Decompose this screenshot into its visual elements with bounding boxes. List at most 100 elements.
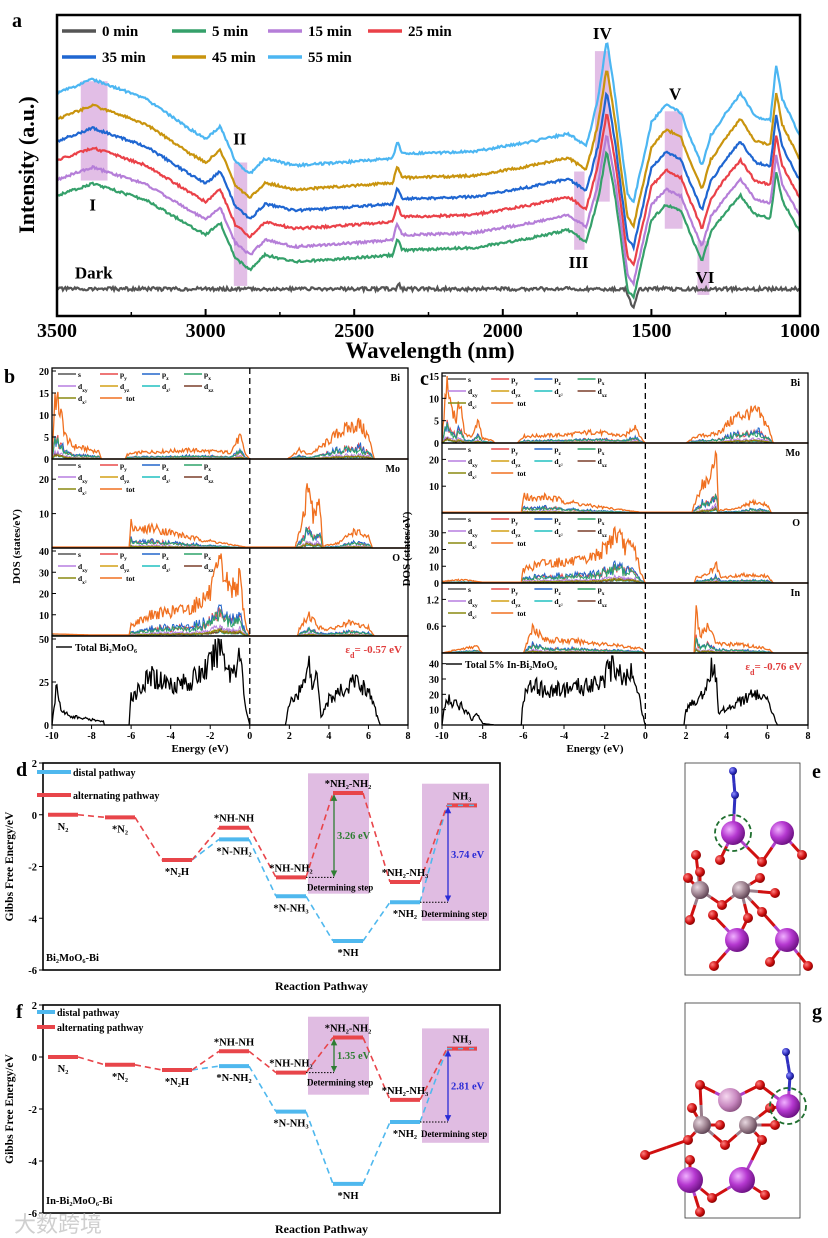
legend-label: px [598, 375, 605, 387]
distal-intermediate-label: *NH₂ [393, 909, 417, 920]
atom-bi [725, 928, 749, 952]
legend-item: dxy [58, 382, 88, 394]
x-tick-label: 6 [366, 731, 371, 742]
legend-label: py [511, 375, 518, 387]
x-axis-label: Reaction Pathway [275, 979, 368, 993]
legend-label-main: d [204, 562, 209, 571]
legend-label-main: p [120, 550, 124, 559]
legend-label-sub: x² [472, 405, 477, 411]
legend-label: tot [517, 609, 526, 618]
legend-item: px [577, 375, 605, 387]
y-tick-label: 0 [434, 721, 439, 732]
legend-label: dx² [78, 485, 87, 497]
x-tick-label: 2 [684, 731, 689, 742]
atom-o [683, 873, 693, 883]
legend-label-sub: z [166, 376, 169, 382]
alternating-intermediate-label: *NH₂-NH₂ [325, 779, 372, 790]
x-tick-label: -10 [45, 731, 58, 742]
legend-item: 25 min [368, 24, 452, 40]
legend-label-main: p [120, 370, 124, 379]
legend-label-main: tot [517, 469, 526, 478]
legend-item: pz [142, 461, 169, 473]
crystal-structure-e: e [683, 761, 821, 976]
distal-intermediate-label: *N-NH₃ [273, 1119, 308, 1130]
y-tick-label: 0 [434, 439, 439, 450]
legend-label: dyz [511, 387, 521, 399]
legend-label-sub: z [559, 521, 562, 527]
active-site-marker [769, 1087, 807, 1125]
distal-intermediate-label: *NH [338, 948, 359, 959]
legend-label-sub: yz [124, 388, 130, 394]
legend-label-main: d [468, 399, 473, 408]
legend-item: s [58, 550, 81, 559]
atom-o [797, 850, 807, 860]
y-tick-label: 0 [32, 811, 37, 822]
legend-label: dyz [511, 457, 521, 469]
alternating-intermediate-label: *NH-NH [214, 814, 254, 825]
legend-label-main: d [468, 597, 473, 606]
atom-o [685, 1155, 695, 1165]
y-axis-label: DOS (states/eV) [401, 511, 413, 586]
y-tick-label: 10 [429, 706, 439, 717]
legend-label: distal pathway [57, 1008, 120, 1019]
legend-label: pz [162, 461, 169, 473]
legend-item: dxz [577, 387, 607, 399]
distal-connector [419, 1048, 448, 1123]
legend-item: py [491, 375, 518, 387]
legend-label-sub: y [515, 591, 518, 597]
distal-intermediate-label: *NH [338, 1191, 359, 1202]
legend-label-sub: z² [559, 393, 563, 399]
legend-label: py [120, 461, 127, 473]
y-tick-label: 2 [32, 759, 37, 770]
x-tick-label: -8 [478, 731, 486, 742]
legend-label: distal pathway [73, 768, 136, 779]
legend-item: dxy [448, 527, 478, 539]
legend-item: 5 min [172, 24, 249, 40]
unit-cell-frame [684, 762, 801, 976]
y-tick-label: 15 [429, 372, 439, 383]
atom-o [765, 1103, 775, 1113]
alternating-intermediate-label: N₂ [58, 822, 69, 833]
x-tick-label: 0 [247, 731, 252, 742]
y-tick-label: -6 [28, 966, 37, 977]
alternating-intermediate-label: *NH₂-NH₃ [382, 868, 429, 879]
legend-item: dz² [534, 527, 563, 539]
legend-item: 15 min [268, 24, 352, 40]
legend-item: dz² [534, 457, 563, 469]
legend-label: px [204, 550, 211, 562]
legend-label: px [598, 445, 605, 457]
legend-label-sub: x² [472, 545, 477, 551]
legend-item: pz [142, 550, 169, 562]
region-label-I: I [89, 196, 96, 215]
determining-step-label: Determining step [421, 1129, 487, 1139]
legend-label: dxy [78, 473, 88, 485]
alternating-connector [362, 792, 391, 883]
legend-label: s [468, 375, 471, 384]
legend-label-main: p [162, 370, 166, 379]
legend-label: dxz [598, 527, 608, 539]
y-tick-label: 10 [39, 510, 49, 521]
legend-item: dxy [448, 457, 478, 469]
legend-label: 15 min [308, 24, 352, 40]
distal-intermediate-label: *NH₂ [393, 1129, 417, 1140]
legend-label-sub: x [602, 381, 605, 387]
energy-barrier-label: 1.35 eV [337, 1051, 371, 1062]
legend-item: dx² [58, 394, 87, 406]
legend-label-main: d [468, 469, 473, 478]
y-axis-label: DOS (states/eV) [11, 509, 23, 584]
panel-d-energy-profile: d *N-NH₂ *N-NH₃ *NH *NH₂ N₂ *N₂ *N₂H *NH-NH *NH-N… [4, 759, 501, 993]
legend-item: pz [142, 370, 169, 382]
legend-label: dxz [204, 382, 214, 394]
atom-o [709, 961, 719, 971]
x-tick-label: 2000 [483, 320, 523, 342]
legend-label-main: p [511, 585, 515, 594]
atom-bi [677, 1167, 703, 1193]
legend-label: dz² [554, 527, 563, 539]
legend-label-sub: xz [208, 388, 214, 394]
legend-item: tot [491, 609, 526, 618]
legend-item: tot [491, 399, 526, 408]
atom-o [687, 1103, 697, 1113]
atom-o [757, 857, 767, 867]
legend-label-sub: z² [559, 463, 563, 469]
